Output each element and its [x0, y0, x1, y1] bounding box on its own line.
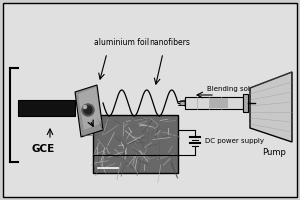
Bar: [210, 98, 228, 108]
Circle shape: [82, 104, 94, 116]
Bar: [18, 100, 75, 116]
Text: DC power supply: DC power supply: [205, 138, 264, 144]
Text: Blending solution: Blending solution: [207, 86, 268, 92]
Bar: [93, 115, 178, 173]
Polygon shape: [180, 100, 185, 106]
Bar: [185, 97, 243, 109]
Bar: [243, 94, 248, 112]
Polygon shape: [75, 85, 103, 137]
Polygon shape: [78, 87, 101, 130]
Text: GCE: GCE: [32, 144, 55, 154]
Polygon shape: [250, 72, 292, 142]
Text: nanofibers: nanofibers: [149, 38, 190, 47]
Text: Pump: Pump: [262, 148, 286, 157]
Circle shape: [84, 106, 92, 114]
Text: aluminium foil: aluminium foil: [94, 38, 149, 47]
Circle shape: [83, 106, 86, 108]
